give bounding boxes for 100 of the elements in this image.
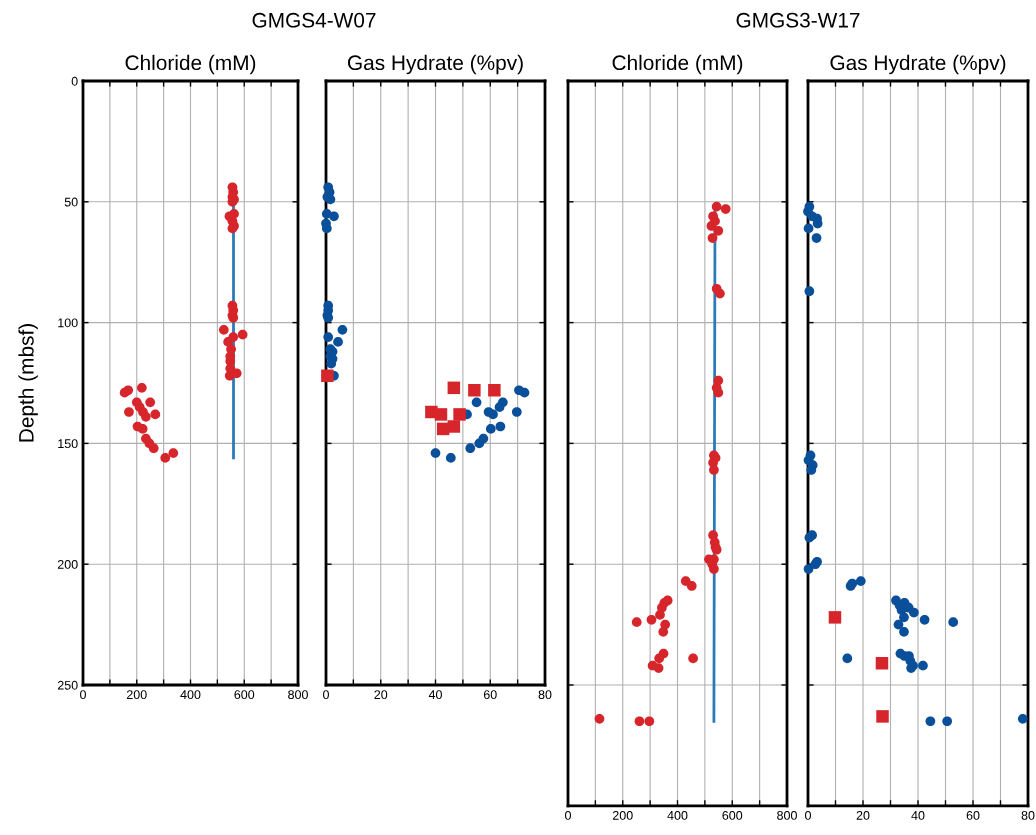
point [644,716,655,727]
y-axis-title: Depth (mbsf) [18,324,38,442]
point [594,713,605,724]
x-tick-label: 40 [428,690,442,700]
point [803,223,814,234]
point [430,448,441,458]
x-tick-label: 40 [911,810,925,820]
y-tick-label: 250 [57,680,78,690]
point [434,408,448,421]
x-tick-label: 0 [805,810,811,820]
point [321,369,334,382]
chart-title: Gas Hydrate (%pv) [830,54,1006,75]
point [653,663,664,673]
point [124,407,134,417]
point [720,204,731,214]
point [918,660,928,671]
point [453,408,466,421]
point [488,384,501,397]
point [447,420,461,433]
point [123,385,134,396]
point [631,617,642,628]
point [899,626,909,637]
point [168,448,179,458]
point [447,381,461,395]
point [893,619,904,630]
point [137,424,148,434]
point [497,397,508,408]
point [654,653,665,664]
point [828,611,842,624]
x-tick-label: 0 [565,810,571,820]
x-tick-label: 80 [1021,810,1035,820]
point [237,329,248,340]
point [706,221,717,231]
y-tick-label: 150 [58,439,78,449]
point [218,324,229,335]
point [329,211,339,222]
point [333,337,343,347]
point [842,653,853,664]
point [488,409,498,420]
x-tick-label: 600 [722,810,743,820]
point [445,453,456,463]
chart-title: Gas Hydrate (%pv) [347,54,523,75]
text: GMGS4-W07 [252,12,376,28]
point [145,397,156,408]
point [148,443,159,454]
x-tick-label: 600 [234,690,255,700]
x-tick-label: 200 [126,690,147,700]
point [909,607,919,618]
x-tick-label: 20 [374,690,388,700]
point [655,610,665,620]
x-tick-label: 800 [288,690,308,700]
point [136,382,147,393]
point [646,614,657,625]
point [337,324,348,335]
point [875,657,889,670]
point [811,233,822,243]
y-tick-label: 50 [64,197,78,207]
point [658,626,669,637]
x-tick-label: 60 [483,690,497,700]
point [150,409,161,420]
point [634,716,645,727]
chart-title: Chloride (mM) [612,54,743,75]
point [511,407,522,417]
x-tick-label: 80 [538,690,552,700]
x-tick-label: 400 [667,810,688,820]
x-tick-label: 200 [612,810,633,820]
point [919,614,930,625]
point [804,286,815,297]
point [465,443,476,454]
x-tick-label: 400 [180,690,201,700]
point [468,384,481,397]
point [471,397,482,408]
x-tick-label: 20 [856,810,870,820]
chart-title: Chloride (mM) [125,54,256,75]
point [899,612,909,623]
point [709,465,719,475]
point [686,581,697,591]
x-tick-label: 0 [323,690,329,700]
point [478,433,489,444]
point [485,424,496,434]
point [709,564,719,574]
point [806,465,817,475]
x-tick-label: 60 [966,810,980,820]
point [855,576,866,586]
point [876,710,889,723]
point [803,564,814,574]
point [707,233,718,243]
point [711,201,722,212]
point [1017,713,1028,724]
point [713,387,724,398]
point [942,716,953,727]
point [495,421,506,432]
point [160,453,171,463]
point [323,332,334,342]
point [948,617,959,628]
x-tick-label: 800 [777,810,797,820]
point [688,653,698,664]
y-tick-label: 200 [57,560,78,569]
point [715,288,725,299]
x-tick-label: 0 [80,690,86,700]
